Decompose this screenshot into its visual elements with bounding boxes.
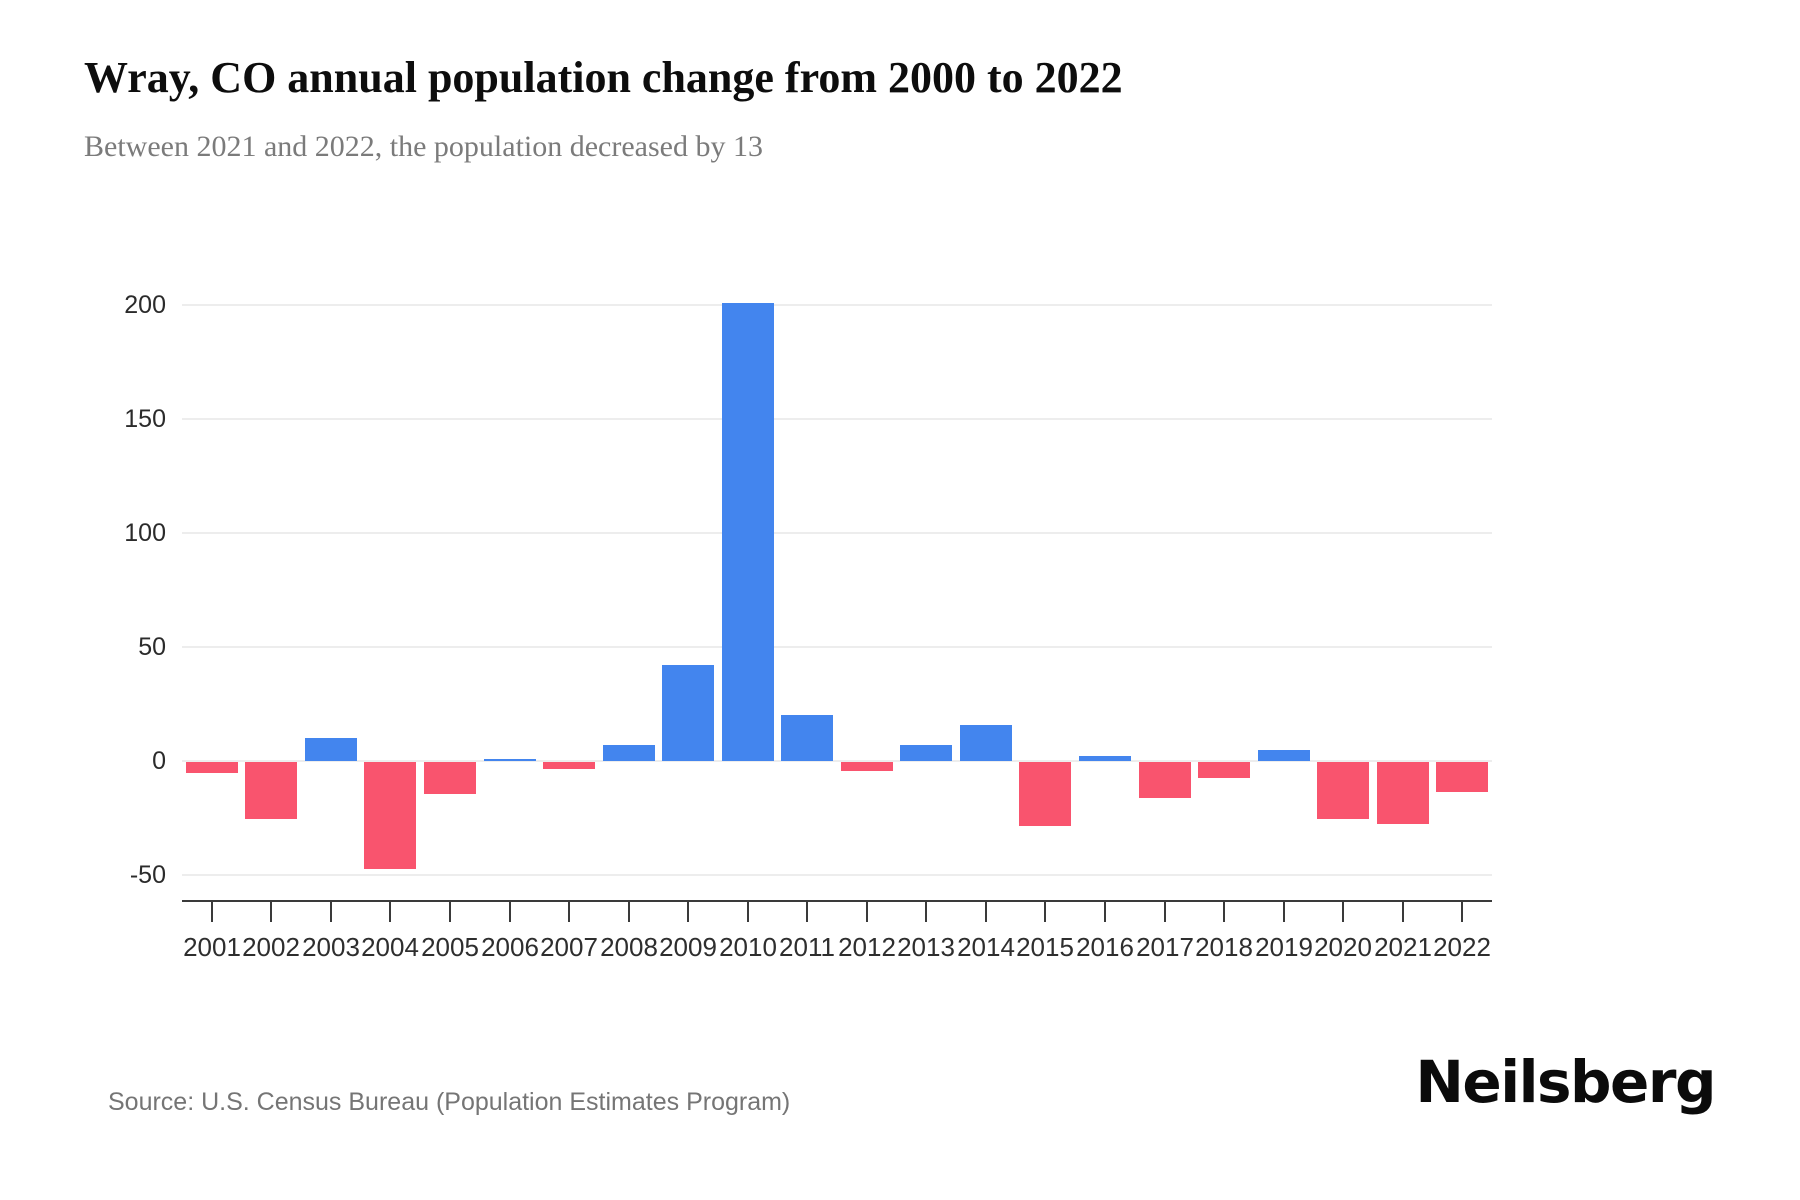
x-year-label-2004: 2004 — [361, 932, 419, 962]
bar-2022 — [1436, 762, 1488, 792]
x-year-label-2016: 2016 — [1076, 932, 1134, 962]
x-tick-2004 — [389, 902, 391, 922]
x-tick-2002 — [270, 902, 272, 922]
x-year-label-2010: 2010 — [719, 932, 777, 962]
x-year-label-2011: 2011 — [779, 932, 835, 962]
x-year-label-2002: 2002 — [242, 932, 300, 962]
neilsberg-logo: Neilsberg — [1415, 1048, 1716, 1116]
y-tick-label-150: 150 — [124, 405, 166, 433]
bar-2011 — [781, 715, 833, 761]
x-tick-2017 — [1164, 902, 1166, 922]
x-year-label-2019: 2019 — [1255, 932, 1313, 962]
x-tick-2019 — [1283, 902, 1285, 922]
bar-2007 — [543, 762, 595, 769]
x-tick-2011 — [806, 902, 808, 922]
bar-2018 — [1198, 762, 1250, 778]
x-year-label-2006: 2006 — [481, 932, 539, 962]
bar-2016 — [1079, 756, 1131, 761]
x-tick-2007 — [568, 902, 570, 922]
gridline-200 — [182, 304, 1492, 306]
gridline--50 — [182, 874, 1492, 876]
x-year-label-2009: 2009 — [659, 932, 717, 962]
x-year-label-2017: 2017 — [1136, 932, 1194, 962]
x-tick-2003 — [330, 902, 332, 922]
y-tick-label--50: -50 — [129, 861, 166, 889]
bar-2013 — [900, 745, 952, 761]
y-tick-label-200: 200 — [124, 291, 166, 319]
x-tick-2005 — [449, 902, 451, 922]
x-tick-2022 — [1461, 902, 1463, 922]
x-tick-2018 — [1223, 902, 1225, 922]
bar-2014 — [960, 725, 1012, 761]
bar-2021 — [1377, 762, 1429, 824]
x-year-label-2008: 2008 — [600, 932, 658, 962]
x-tick-2012 — [866, 902, 868, 922]
x-year-label-2015: 2015 — [1016, 932, 1074, 962]
bar-2010 — [722, 303, 774, 761]
bar-2009 — [662, 665, 714, 761]
x-tick-2006 — [509, 902, 511, 922]
bar-2003 — [305, 738, 357, 761]
page-subtitle: Between 2021 and 2022, the population de… — [84, 130, 763, 163]
x-year-label-2021: 2021 — [1374, 932, 1432, 962]
x-tick-2015 — [1044, 902, 1046, 922]
x-year-label-2005: 2005 — [421, 932, 479, 962]
x-tick-2014 — [985, 902, 987, 922]
bar-2019 — [1258, 750, 1310, 761]
gridline-0 — [182, 760, 1492, 762]
x-tick-2010 — [747, 902, 749, 922]
x-year-label-2007: 2007 — [540, 932, 598, 962]
source-note: Source: U.S. Census Bureau (Population E… — [108, 1088, 791, 1116]
x-year-label-2020: 2020 — [1314, 932, 1372, 962]
x-year-label-2003: 2003 — [302, 932, 360, 962]
x-tick-2020 — [1342, 902, 1344, 922]
x-year-label-2022: 2022 — [1433, 932, 1491, 962]
x-tick-2021 — [1402, 902, 1404, 922]
x-year-label-2013: 2013 — [897, 932, 955, 962]
bar-2008 — [603, 745, 655, 761]
page-title: Wray, CO annual population change from 2… — [84, 53, 1123, 102]
bar-2006 — [484, 759, 536, 761]
x-tick-2008 — [628, 902, 630, 922]
x-tick-2016 — [1104, 902, 1106, 922]
y-tick-label-0: 0 — [152, 747, 166, 775]
bar-2001 — [186, 762, 238, 773]
x-year-label-2014: 2014 — [957, 932, 1015, 962]
gridline-150 — [182, 418, 1492, 420]
bar-2004 — [364, 762, 416, 869]
x-axis-line — [182, 900, 1492, 902]
bar-2020 — [1317, 762, 1369, 819]
y-tick-label-100: 100 — [124, 519, 166, 547]
gridline-50 — [182, 646, 1492, 648]
bar-2002 — [245, 762, 297, 819]
x-year-label-2012: 2012 — [838, 932, 896, 962]
x-year-label-2001: 2001 — [183, 932, 241, 962]
x-tick-2009 — [687, 902, 689, 922]
x-tick-2013 — [925, 902, 927, 922]
x-year-label-2018: 2018 — [1195, 932, 1253, 962]
x-tick-2001 — [211, 902, 213, 922]
y-tick-label-50: 50 — [138, 633, 166, 661]
bar-2017 — [1139, 762, 1191, 798]
bar-2005 — [424, 762, 476, 794]
bar-2012 — [841, 762, 893, 771]
gridline-100 — [182, 532, 1492, 534]
bar-2015 — [1019, 762, 1071, 826]
